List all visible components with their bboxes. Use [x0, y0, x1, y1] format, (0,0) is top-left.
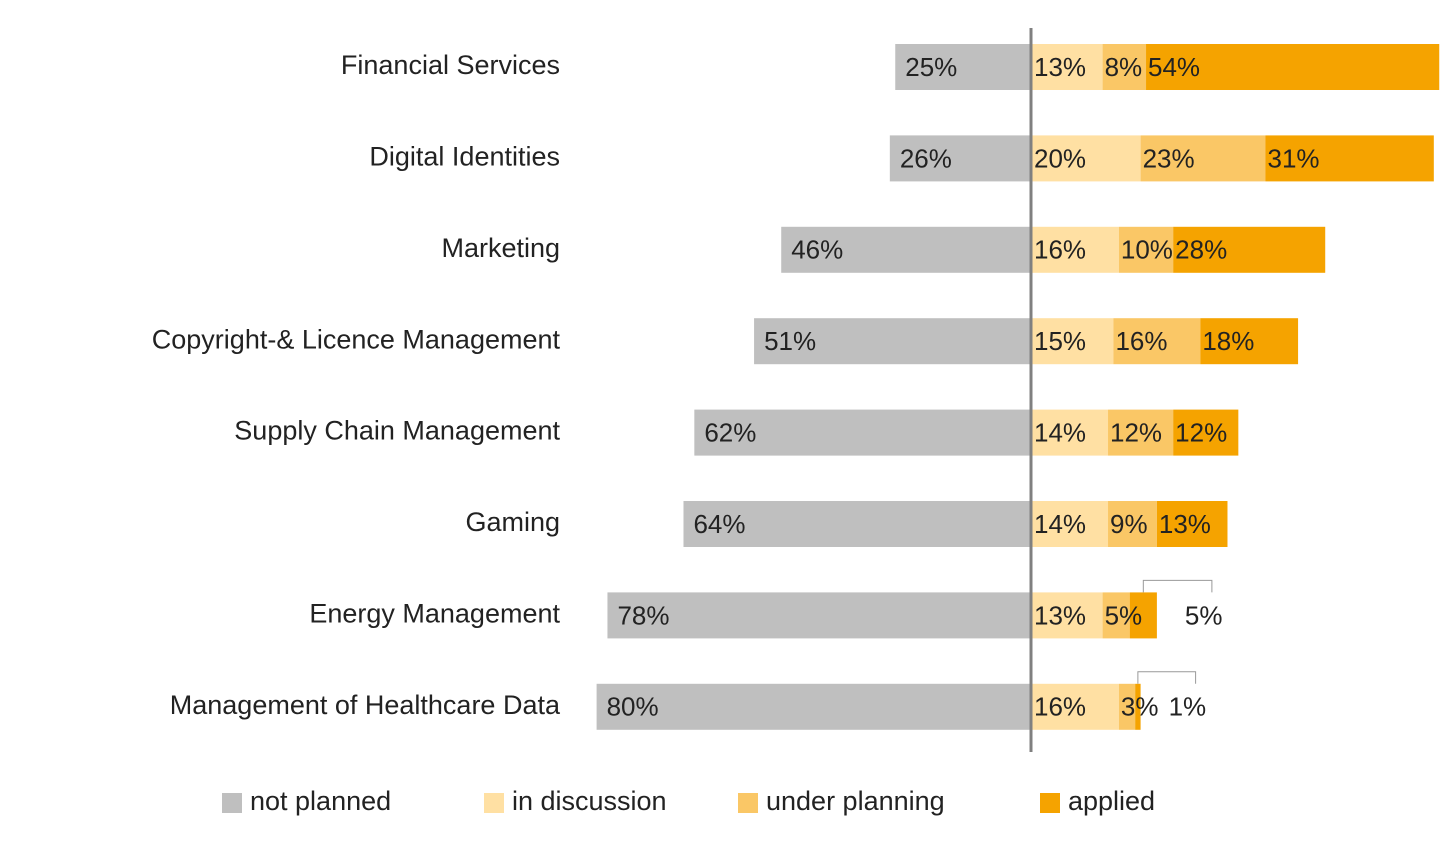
bar-segment: [1146, 44, 1440, 90]
bar-segment: [1032, 44, 1103, 90]
bar-segment: [1032, 592, 1103, 639]
bar-segment: [1140, 135, 1266, 182]
value-label: 16%: [1034, 692, 1086, 722]
labels: Financial Services 25% 13% 8% 54% Digital Ide…: [152, 50, 1320, 816]
legend-label: applied: [1068, 786, 1155, 816]
legend-label: under planning: [766, 786, 945, 816]
value-label: 20%: [1034, 143, 1086, 173]
legend-swatch: [1040, 793, 1060, 813]
bar-segment: [1102, 44, 1147, 90]
value-label: 28%: [1175, 235, 1227, 265]
value-label: 9%: [1110, 509, 1148, 539]
value-label: 14%: [1034, 417, 1086, 447]
value-label: 26%: [900, 143, 952, 173]
bar-segment: [1032, 501, 1109, 547]
bar-segment: [683, 501, 1031, 547]
value-label: 8%: [1105, 52, 1143, 82]
value-label: 18%: [1202, 326, 1254, 356]
value-label: 16%: [1115, 326, 1167, 356]
leader-line: [1142, 579, 1213, 593]
category-label: Marketing: [441, 233, 560, 263]
value-label: 46%: [791, 235, 843, 265]
value-label: 31%: [1267, 143, 1319, 173]
value-label: 16%: [1034, 235, 1086, 265]
bar-segment: [1032, 409, 1109, 456]
bar-segment: [1173, 409, 1239, 456]
legend-label: not planned: [250, 786, 391, 816]
value-label: 13%: [1034, 52, 1086, 82]
bar-segment: [781, 226, 1031, 273]
value-label: 14%: [1034, 509, 1086, 539]
bar-segment: [1135, 683, 1141, 730]
bar-segment: [1108, 501, 1157, 547]
value-label: 12%: [1110, 417, 1162, 447]
legend-swatch: [484, 793, 504, 813]
bar-segment: [1173, 226, 1326, 273]
category-label: Energy Management: [309, 599, 560, 629]
bar-segment: [1102, 592, 1130, 639]
value-label: 62%: [704, 417, 756, 447]
bar-segment: [1118, 226, 1174, 273]
bar-segment: [1032, 135, 1141, 182]
value-label: 23%: [1143, 143, 1195, 173]
value-label: 3%: [1121, 692, 1159, 722]
bar-segment: [1032, 226, 1119, 273]
bar-segment: [1108, 409, 1174, 456]
bar-segment: [1118, 683, 1136, 730]
category-label: Copyright-& Licence Management: [152, 324, 561, 354]
bar-segment: [1265, 135, 1434, 182]
value-label: 5%: [1185, 600, 1223, 630]
bar-segment: [694, 409, 1031, 456]
value-label: 13%: [1159, 509, 1211, 539]
value-label: 12%: [1175, 417, 1227, 447]
value-label: 80%: [607, 692, 659, 722]
value-label: 1%: [1169, 692, 1207, 722]
category-label: Management of Healthcare Data: [170, 690, 561, 720]
bar-segment: [607, 592, 1031, 639]
bar-segment: [895, 44, 1031, 90]
plot-area: [596, 44, 1440, 730]
value-label: 13%: [1034, 600, 1086, 630]
bar-segment: [889, 135, 1031, 182]
category-label: Digital Identities: [369, 142, 560, 172]
value-label: 15%: [1034, 326, 1086, 356]
value-label: 51%: [764, 326, 816, 356]
legend-label: in discussion: [512, 786, 667, 816]
bar-segment: [1156, 501, 1228, 547]
value-label: 54%: [1148, 52, 1200, 82]
category-label: Gaming: [465, 507, 560, 537]
bar-segment: [754, 318, 1031, 365]
bar-segment: [1113, 318, 1201, 365]
value-label: 5%: [1105, 600, 1143, 630]
legend-swatch: [222, 793, 242, 813]
leader-line: [1137, 671, 1197, 684]
bar-segment: [1129, 592, 1157, 639]
bar-segment: [596, 683, 1031, 730]
value-label: 10%: [1121, 235, 1173, 265]
category-label: Financial Services: [341, 50, 560, 80]
value-label: 64%: [693, 509, 745, 539]
bar-segment: [1200, 318, 1299, 365]
bar-segment: [1032, 318, 1114, 365]
value-label: 78%: [617, 600, 669, 630]
bar-segment: [1032, 683, 1119, 730]
legend-swatch: [738, 793, 758, 813]
category-label: Supply Chain Management: [234, 416, 560, 446]
value-label: 25%: [905, 52, 957, 82]
